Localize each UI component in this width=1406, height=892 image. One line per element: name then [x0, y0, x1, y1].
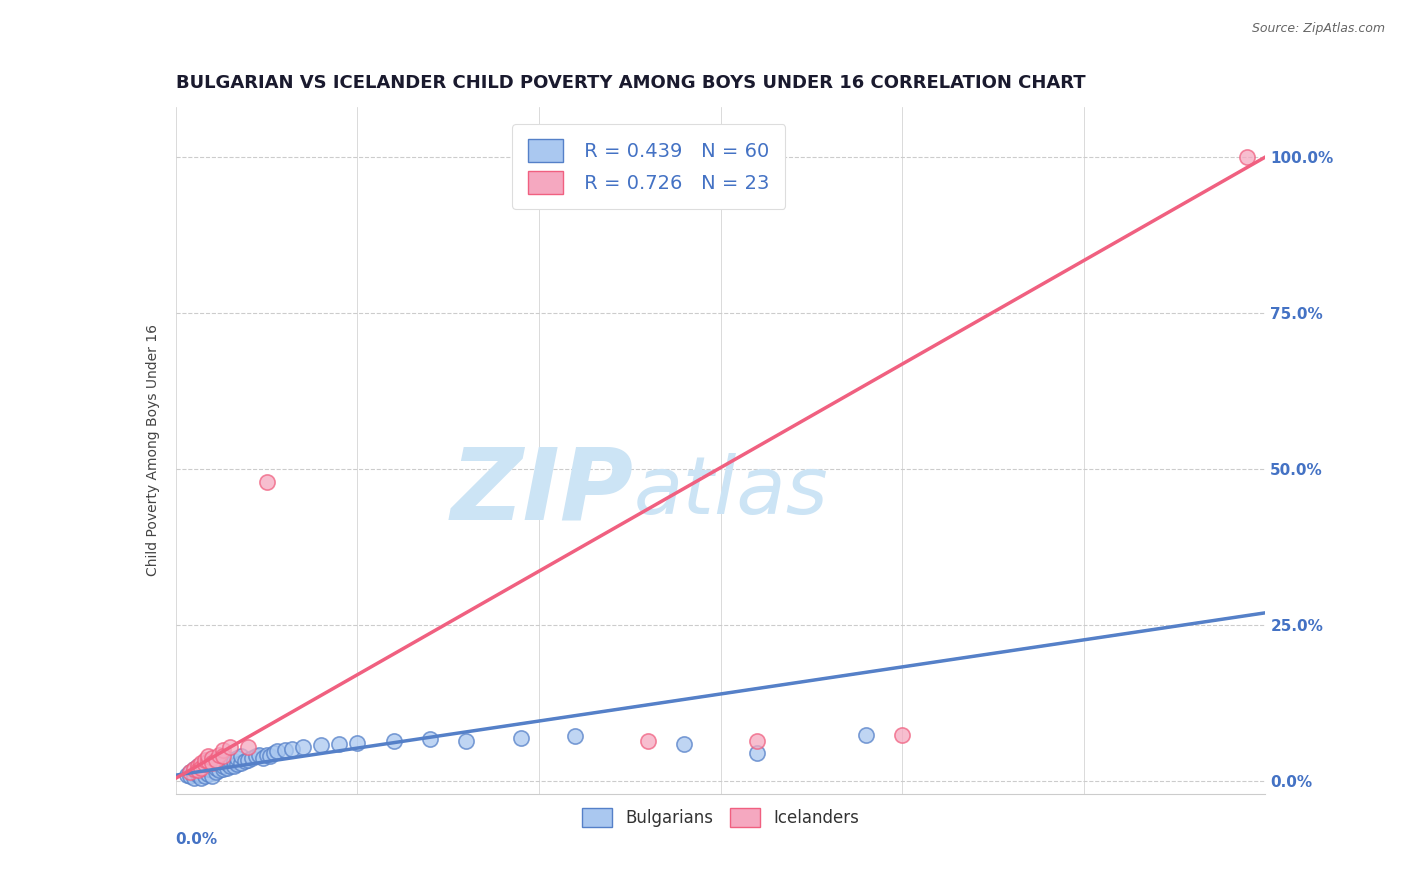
Point [231, 749, 253, 764]
Point [208, 756, 231, 770]
Point [222, 755, 245, 769]
Point [564, 730, 586, 744]
Point [212, 743, 235, 757]
Point [219, 753, 242, 767]
Point [201, 769, 224, 783]
Point [190, 761, 212, 775]
Text: 0.0%: 0.0% [176, 831, 218, 847]
Y-axis label: Child Poverty Among Boys Under 16: Child Poverty Among Boys Under 16 [146, 325, 160, 576]
Point [179, 769, 201, 783]
Point [382, 733, 405, 747]
Point [176, 768, 198, 782]
Point [183, 762, 205, 776]
Text: Source: ZipAtlas.com: Source: ZipAtlas.com [1251, 22, 1385, 36]
Text: atlas: atlas [633, 452, 828, 531]
Point [745, 733, 768, 747]
Point [328, 737, 350, 751]
Point [186, 758, 209, 772]
Point [266, 744, 288, 758]
Point [183, 767, 205, 781]
Point [456, 733, 478, 747]
Point [309, 738, 332, 752]
Point [190, 763, 212, 777]
Point [208, 763, 231, 777]
Point [219, 758, 242, 772]
Point [231, 756, 253, 770]
Point [233, 755, 256, 769]
Point [201, 750, 224, 764]
Point [194, 756, 217, 771]
Point [245, 749, 267, 764]
Point [263, 746, 285, 760]
Point [186, 768, 209, 782]
Point [291, 740, 314, 755]
Point [509, 731, 531, 745]
Point [190, 768, 212, 782]
Point [252, 750, 274, 764]
Point [281, 742, 304, 756]
Text: ZIP: ZIP [450, 443, 633, 541]
Point [259, 749, 281, 764]
Point [194, 765, 217, 780]
Point [204, 765, 226, 780]
Point [1236, 150, 1258, 164]
Point [190, 771, 212, 786]
Point [212, 758, 235, 772]
Point [201, 756, 224, 770]
Point [186, 763, 209, 777]
Point [215, 761, 238, 775]
Point [201, 756, 224, 771]
Point [212, 749, 235, 764]
Point [215, 756, 238, 770]
Point [186, 765, 209, 780]
Point [194, 761, 217, 775]
Point [346, 736, 368, 750]
Point [226, 756, 249, 771]
Point [197, 767, 219, 781]
Point [256, 748, 278, 763]
Point [274, 743, 297, 757]
Point [212, 762, 235, 776]
Point [197, 762, 219, 776]
Point [891, 728, 914, 742]
Point [204, 753, 226, 767]
Point [197, 755, 219, 769]
Point [673, 737, 696, 751]
Point [247, 748, 270, 763]
Point [855, 728, 877, 742]
Point [222, 758, 245, 772]
Point [238, 753, 260, 767]
Point [201, 763, 224, 777]
Text: BULGARIAN VS ICELANDER CHILD POVERTY AMONG BOYS UNDER 16 CORRELATION CHART: BULGARIAN VS ICELANDER CHILD POVERTY AMO… [176, 74, 1085, 92]
Point [186, 758, 209, 772]
Point [179, 765, 201, 780]
Point [219, 740, 242, 755]
Point [208, 748, 231, 763]
Point [256, 475, 278, 489]
Point [190, 756, 212, 770]
Point [745, 746, 768, 760]
Point [194, 753, 217, 767]
Point [419, 731, 441, 746]
Point [183, 771, 205, 786]
Point [179, 765, 201, 780]
Point [197, 749, 219, 764]
Point [204, 761, 226, 775]
Point [183, 762, 205, 776]
Point [637, 733, 659, 747]
Point [240, 750, 263, 764]
Point [226, 750, 249, 764]
Point [194, 769, 217, 783]
Point [238, 740, 260, 755]
Legend: Bulgarians, Icelanders: Bulgarians, Icelanders [575, 801, 866, 834]
